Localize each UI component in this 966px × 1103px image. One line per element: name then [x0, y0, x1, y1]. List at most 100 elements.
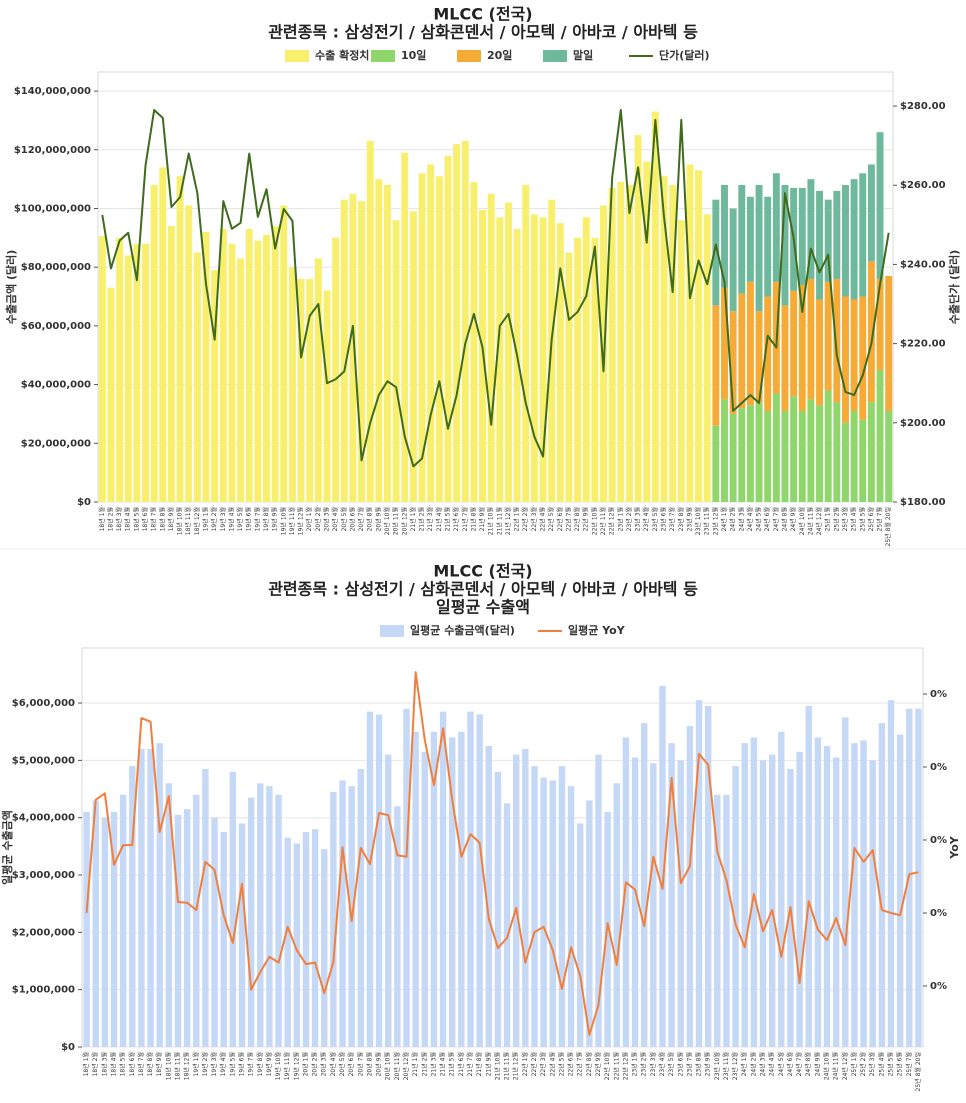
- x-tick-label: 18년 4월: [124, 507, 132, 531]
- bar: [703, 214, 711, 502]
- x-tick-label: 23년 5월: [651, 507, 659, 531]
- bar: [643, 161, 651, 502]
- x-tick-label: 18년 6월: [141, 507, 149, 531]
- chart-title: MLCC (전국): [433, 562, 532, 581]
- bar: [476, 714, 483, 1047]
- x-tick-label: 25년 6월: [896, 1052, 904, 1076]
- line: [101, 109, 890, 468]
- bar: [332, 237, 340, 502]
- bar: [622, 737, 630, 1047]
- bar: [764, 411, 772, 502]
- y-tick-label: $80,000,000: [21, 262, 91, 273]
- bar: [591, 237, 599, 502]
- x-tick-label: 24년 8월: [804, 1052, 812, 1076]
- bar: [790, 396, 798, 502]
- y-tick-label: $60,000,000: [21, 321, 91, 332]
- x-tick-label: 18년 4월: [109, 1052, 117, 1076]
- bar: [92, 800, 99, 1047]
- bar: [778, 731, 785, 1047]
- x-tick-label: 20년 4월: [329, 1052, 337, 1076]
- x-tick-label: 21년 9월: [484, 1052, 492, 1076]
- x-tick-label: 23년 3월: [634, 507, 642, 531]
- bar: [220, 832, 227, 1047]
- x-tick-label: 19년 11월: [283, 1052, 291, 1080]
- x-tick-label: 18년 12월: [193, 507, 201, 535]
- x-tick-label: 23년 3월: [649, 1052, 657, 1076]
- x-tick-label: 24년 8월: [780, 507, 788, 531]
- y-axis-title: 수출금액 (달러): [4, 250, 18, 325]
- bar: [176, 176, 184, 503]
- bar: [750, 737, 758, 1047]
- bar: [798, 187, 806, 285]
- x-tick-label: 22년 5월: [547, 507, 555, 531]
- bar: [790, 290, 798, 397]
- bar: [859, 419, 867, 502]
- x-tick-label: 24년 12월: [841, 1052, 849, 1080]
- bar: [366, 711, 374, 1047]
- x-tick-label: 18년 2월: [106, 507, 114, 531]
- bar: [574, 237, 582, 502]
- x-tick-label: 22년 6월: [556, 507, 564, 531]
- bar: [202, 231, 210, 502]
- x-tick-label: 24년 3월: [737, 507, 745, 531]
- x-tick-label: 25년 5월: [858, 507, 866, 531]
- x-tick-label: 22년 10월: [603, 1052, 611, 1080]
- x-tick-label: 24년 9월: [789, 507, 797, 531]
- bar: [796, 751, 803, 1047]
- bar: [150, 185, 158, 502]
- bar: [721, 399, 728, 502]
- x-tick-label: 24년 12월: [815, 507, 823, 535]
- x-tick-label: 19년 1월: [202, 507, 210, 531]
- x-tick-label: 20년 2월: [311, 1052, 319, 1076]
- x-tick-label: 20년 9월: [374, 507, 382, 531]
- bar: [219, 229, 227, 503]
- x-tick-label: 24년 5월: [755, 507, 763, 531]
- y2-tick-label: 0%: [930, 981, 947, 992]
- x-tick-label: 25년 8월 20일: [914, 1052, 922, 1091]
- bar: [558, 766, 566, 1047]
- bar: [660, 176, 668, 503]
- bar: [280, 205, 288, 502]
- x-tick-label: 22년 12월: [608, 507, 616, 535]
- bar: [712, 199, 720, 306]
- bar: [842, 717, 849, 1047]
- y-tick-label: $2,000,000: [12, 927, 75, 938]
- bar: [245, 229, 253, 503]
- bar: [741, 743, 748, 1047]
- x-tick-label: 22년 8월: [585, 1052, 593, 1076]
- bar: [876, 369, 884, 502]
- bar: [271, 226, 279, 502]
- x-tick-label: 19년 12월: [297, 507, 305, 535]
- bar: [772, 173, 780, 282]
- bar: [467, 711, 474, 1047]
- x-tick-label: 23년 11월: [722, 1052, 730, 1080]
- x-tick-label: 21년 4월: [435, 507, 443, 531]
- bar: [833, 278, 841, 403]
- bar: [503, 803, 511, 1047]
- x-tick-label: 22년 10월: [590, 507, 598, 535]
- bar: [798, 411, 806, 502]
- y2-tick-label: $280.00: [900, 101, 946, 112]
- bar: [513, 229, 521, 503]
- legend-label: 수출 확정치: [315, 48, 369, 62]
- x-tick-label: 23년 6월: [676, 1052, 684, 1076]
- x-tick-label: 21년 6월: [457, 1052, 465, 1076]
- x-tick-label: 24년 6월: [763, 507, 771, 531]
- bar: [349, 193, 357, 502]
- bar: [640, 723, 648, 1047]
- bar: [401, 152, 409, 502]
- x-tick-label: 19년 8월: [256, 1052, 264, 1076]
- y-tick-label: $5,000,000: [12, 755, 75, 766]
- x-tick-label: 21년 5월: [443, 507, 451, 531]
- bar: [494, 771, 502, 1047]
- x-tick-label: 21년 4월: [439, 1052, 447, 1076]
- y-tick-label: $0: [61, 1042, 75, 1053]
- x-tick-label: 19년 10월: [279, 507, 287, 535]
- x-tick-label: 23년 7월: [668, 507, 676, 531]
- bar: [723, 794, 730, 1047]
- legend-label: 10일: [401, 48, 426, 62]
- bar: [824, 199, 832, 282]
- bar: [887, 700, 895, 1047]
- bar: [867, 402, 875, 502]
- x-tick-label: 23년 8월: [695, 1052, 703, 1076]
